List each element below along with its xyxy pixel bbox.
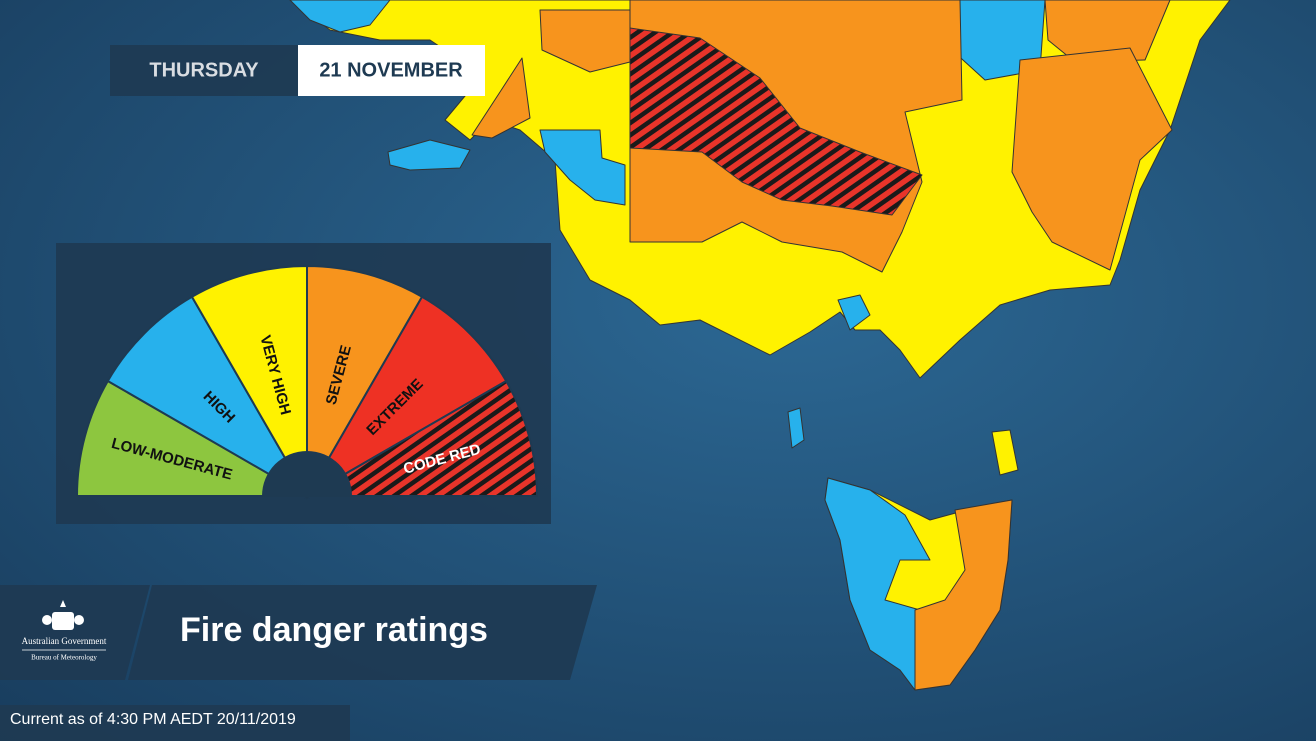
logo-panel [0, 585, 150, 680]
footer-panel [0, 705, 350, 741]
kangaroo-island [387, 139, 471, 171]
date-box [298, 45, 485, 96]
date-header: THURSDAY 21 NOVEMBER [110, 45, 485, 96]
king-island [787, 407, 805, 449]
crest [42, 600, 84, 630]
footer: Current as of 4:30 PM AEDT 20/11/2019 [10, 711, 296, 728]
mainland-map [289, 0, 1231, 476]
day: THURSDAY [149, 59, 259, 81]
flinders-island [991, 429, 1019, 476]
logo-line2: Bureau of Meteorology [31, 654, 97, 662]
gauge-sector [106, 295, 310, 499]
gauge-sector [190, 264, 308, 500]
crest-star [60, 600, 66, 607]
region-high [289, 0, 391, 33]
region-severe [914, 499, 1013, 691]
region-severe [539, 9, 631, 73]
region-high [539, 129, 626, 206]
gauge-hub [262, 451, 352, 496]
crest-shield [52, 612, 74, 630]
date: 21 NOVEMBER [319, 59, 463, 81]
logo-line1: Australian Government [22, 636, 107, 646]
crest-emu [74, 615, 84, 625]
gauge-sector [304, 295, 508, 499]
port-phillip [837, 294, 871, 331]
region-severe [471, 57, 531, 139]
day-box [110, 45, 298, 96]
title: Fire danger ratings [180, 611, 488, 649]
title-panel [128, 585, 597, 680]
crest-kangaroo [42, 615, 52, 625]
gauge-sector [303, 379, 539, 497]
region-severe [1011, 47, 1173, 271]
title-bar: Australian Government Bureau of Meteorol… [0, 585, 597, 680]
tasmania-map [824, 477, 1013, 691]
region-code-red [629, 27, 923, 216]
gauge-sector [306, 264, 424, 500]
gauge-sector [75, 379, 311, 497]
